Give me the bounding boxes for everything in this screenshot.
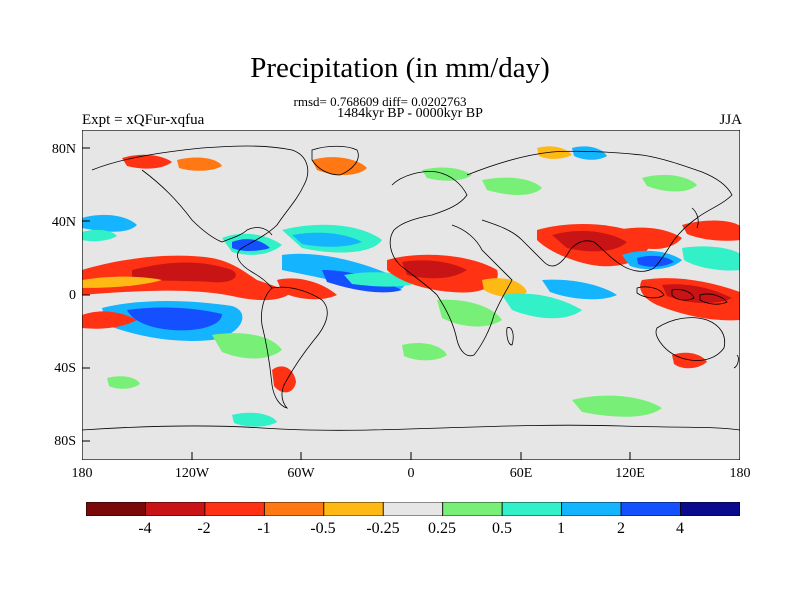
colorbar-label: 0.25 — [428, 520, 456, 537]
colorbar-swatch — [145, 502, 206, 516]
anomaly-region — [422, 167, 472, 181]
anomaly-region — [482, 177, 542, 195]
anomaly-region — [177, 157, 222, 171]
colorbar-label: 4 — [676, 520, 684, 537]
lon-tick-label: 120E — [615, 466, 645, 481]
colorbar-label: -2 — [197, 520, 211, 537]
anomaly-region — [682, 246, 740, 271]
anomaly-region — [637, 255, 674, 267]
colorbar-swatch — [680, 502, 740, 516]
anomaly-region — [82, 229, 117, 242]
lon-tick-label: 60W — [287, 466, 315, 481]
colorbar-swatch — [561, 502, 622, 516]
colorbar-swatch — [86, 502, 146, 516]
anomaly-region — [572, 146, 607, 160]
lat-tick-label: 80S — [54, 434, 76, 449]
lat-tick-label: 40S — [54, 361, 76, 376]
anomaly-region — [402, 343, 447, 361]
plot-title: Precipitation (in mm/day) — [250, 52, 550, 84]
colorbar-label: -4 — [138, 520, 152, 537]
colorbar-swatch — [442, 502, 503, 516]
colorbar-swatch — [501, 502, 563, 516]
lon-tick-label: 180 — [71, 466, 93, 481]
lon-tick-label: 120W — [174, 466, 210, 481]
anomaly-region — [277, 278, 337, 300]
anomaly-region — [232, 412, 277, 427]
anomaly-region — [82, 311, 137, 329]
colorbar-swatch — [382, 502, 444, 516]
lat-tick-label: 80N — [51, 142, 76, 157]
anomaly-region — [312, 157, 367, 175]
coastlines — [82, 145, 740, 431]
anomaly-region — [482, 278, 527, 298]
colorbar — [86, 502, 740, 516]
colorbar-swatch — [620, 502, 681, 516]
anomaly-region — [642, 174, 697, 192]
colorbar-label: 1 — [557, 520, 565, 537]
anomaly-region — [292, 232, 362, 247]
colorbar-swatch — [263, 502, 325, 516]
anomaly-region — [272, 366, 296, 393]
experiment-label: Expt = xQFur-xqfua — [82, 112, 205, 128]
colorbar-label: 0.5 — [492, 520, 512, 537]
anomaly-region — [537, 146, 572, 159]
anomaly-region — [617, 227, 682, 250]
lon-tick-label: 180 — [729, 466, 751, 481]
anomaly-region — [212, 333, 282, 359]
axis-ticks — [82, 147, 740, 460]
anomaly-region — [107, 376, 140, 389]
lon-tick-label: 60E — [509, 466, 533, 481]
anomaly-region — [682, 220, 740, 241]
anomaly-region — [662, 284, 732, 304]
lat-tick-label: 0 — [69, 288, 76, 303]
colorbar-swatch — [204, 502, 265, 516]
lon-tick-label: 0 — [407, 466, 415, 481]
colorbar-swatch — [323, 502, 384, 516]
anomaly-region — [502, 293, 582, 319]
colorbar-label: -0.25 — [366, 520, 400, 537]
precipitation-map — [82, 130, 740, 460]
anomaly-region — [672, 352, 707, 369]
anomaly-region — [127, 307, 222, 331]
anomaly-region — [132, 262, 236, 283]
colorbar-label: -0.5 — [310, 520, 336, 537]
colorbar-label: 2 — [617, 520, 625, 537]
stats-line: rmsd= 0.768609 diff= 0.0202763 — [293, 94, 467, 109]
period-label: 1484kyr BP - 0000kyr BP — [337, 106, 483, 121]
anomaly-region — [402, 260, 467, 279]
anomaly-region — [437, 299, 502, 327]
anomaly-region — [82, 276, 162, 288]
anomaly-region — [542, 279, 617, 300]
lat-tick-label: 40N — [51, 215, 76, 230]
anomaly-region — [82, 214, 137, 232]
anomaly-region — [572, 395, 662, 417]
colorbar-label: -1 — [257, 520, 271, 537]
season-label: JJA — [719, 112, 742, 128]
